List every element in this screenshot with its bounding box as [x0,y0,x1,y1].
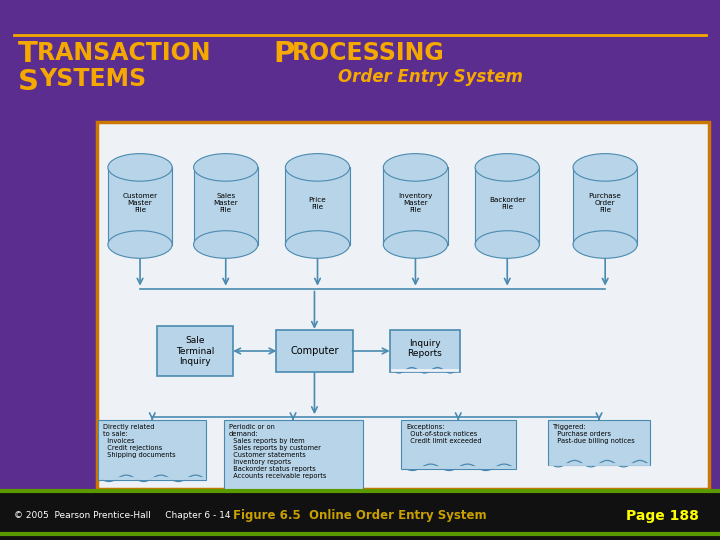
FancyBboxPatch shape [157,326,233,376]
FancyBboxPatch shape [97,122,709,489]
FancyBboxPatch shape [285,167,350,245]
Text: S: S [18,68,39,96]
Ellipse shape [475,231,539,258]
Text: Inquiry
Reports: Inquiry Reports [408,339,442,358]
Text: Customer
Master
File: Customer Master File [122,193,158,213]
Text: Sales
Master
File: Sales Master File [213,193,238,213]
Ellipse shape [194,153,258,181]
FancyBboxPatch shape [548,420,650,465]
FancyBboxPatch shape [98,420,207,480]
Ellipse shape [108,153,172,181]
Ellipse shape [108,231,172,258]
Ellipse shape [194,231,258,258]
FancyBboxPatch shape [276,329,353,373]
Ellipse shape [573,231,637,258]
Text: Backorder
File: Backorder File [489,197,526,210]
Text: Sale
Terminal
Inquiry: Sale Terminal Inquiry [176,336,215,366]
Ellipse shape [285,153,350,181]
Text: Inventory
Master
File: Inventory Master File [398,193,433,213]
FancyBboxPatch shape [0,491,720,540]
Ellipse shape [383,153,448,181]
Text: Computer: Computer [290,346,338,356]
FancyBboxPatch shape [383,167,448,245]
FancyBboxPatch shape [194,167,258,245]
Text: ROCESSING: ROCESSING [292,40,445,64]
Ellipse shape [475,153,539,181]
FancyBboxPatch shape [108,167,172,245]
Text: Exceptions:
  Out-of-stock notices
  Credit limit exceeded: Exceptions: Out-of-stock notices Credit … [406,423,482,443]
FancyBboxPatch shape [475,167,539,245]
Ellipse shape [383,231,448,258]
Text: P: P [274,40,295,69]
Text: Directly related
to sale:
  Invoices
  Credit rejections
  Shipping documents: Directly related to sale: Invoices Credi… [103,423,176,457]
Text: RANSACTION: RANSACTION [37,40,219,64]
Text: Order Entry System: Order Entry System [338,68,523,85]
FancyBboxPatch shape [223,420,363,505]
Text: Figure 6.5  Online Order Entry System: Figure 6.5 Online Order Entry System [233,509,487,522]
Text: Price
File: Price File [309,197,326,210]
Text: Purchase
Order
File: Purchase Order File [589,193,621,213]
FancyBboxPatch shape [401,420,516,469]
FancyBboxPatch shape [573,167,637,245]
Text: Triggered:
  Purchase orders
  Past-due billing notices: Triggered: Purchase orders Past-due bill… [553,423,635,443]
Text: T: T [18,40,38,69]
Ellipse shape [285,231,350,258]
Text: © 2005  Pearson Prentice-Hall     Chapter 6 - 14: © 2005 Pearson Prentice-Hall Chapter 6 -… [14,511,231,520]
FancyBboxPatch shape [390,329,459,373]
Text: Page 188: Page 188 [626,509,698,523]
Ellipse shape [573,153,637,181]
Text: YSTEMS: YSTEMS [40,68,147,91]
Text: Periodic or on
demand:
  Sales reports by item
  Sales reports by customer
  Cus: Periodic or on demand: Sales reports by … [229,423,326,478]
